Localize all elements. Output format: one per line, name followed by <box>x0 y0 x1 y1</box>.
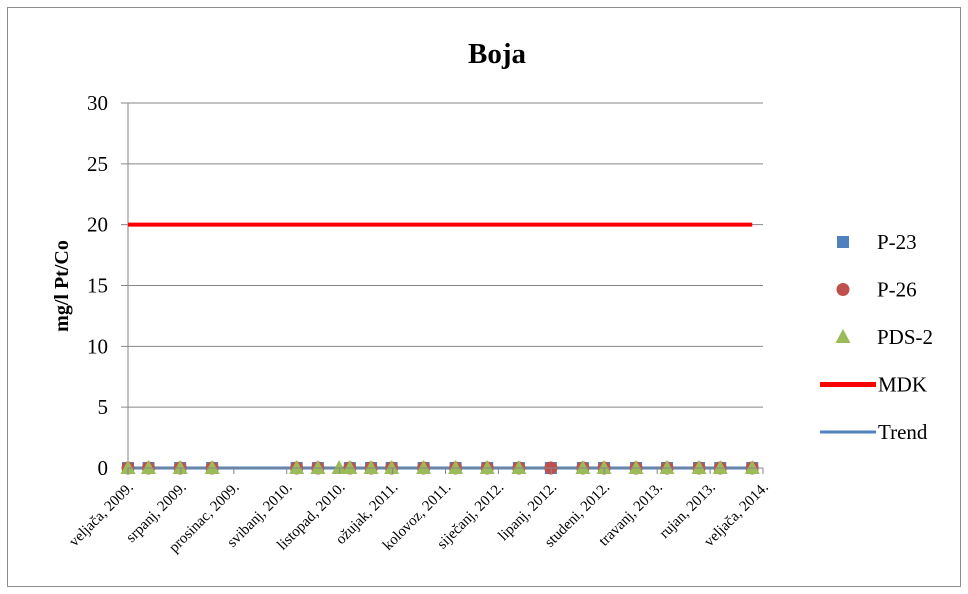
data-point-pds-2 <box>691 460 707 474</box>
grid-lines <box>121 102 763 468</box>
y-tick-label: 15 <box>87 274 108 298</box>
legend-marker-p-23 <box>837 236 849 248</box>
data-point-pds-2 <box>511 460 527 474</box>
data-point-pds-2 <box>342 460 358 474</box>
data-point-pds-2 <box>363 460 379 474</box>
y-tick-label: 5 <box>98 395 109 419</box>
legend: P-23 P-26 PDS-2 MDK Trend <box>820 230 933 444</box>
x-tick-labels: veljača, 2009.srpanj, 2009.prosinac, 200… <box>66 480 772 556</box>
data-point-pds-2 <box>120 460 136 474</box>
data-point-pds-2 <box>744 460 760 474</box>
data-point-pds-2 <box>416 460 432 474</box>
legend-label: P-26 <box>877 278 917 302</box>
legend-label: MDK <box>878 373 927 397</box>
y-tick-label: 0 <box>98 456 109 480</box>
legend-label: PDS-2 <box>877 325 933 349</box>
data-point-pds-2 <box>448 460 464 474</box>
data-point-pds-2 <box>628 460 644 474</box>
data-point-pds-2 <box>479 460 495 474</box>
y-tick-label: 20 <box>87 213 108 237</box>
x-tick-label: veljača, 2009. <box>66 480 137 551</box>
chart-frame <box>7 7 961 587</box>
data-point-pds-2 <box>204 460 220 474</box>
data-point-pds-2 <box>384 460 400 474</box>
data-point-pds-2 <box>575 460 591 474</box>
data-point-pds-2 <box>141 460 157 474</box>
data-point-pds-2 <box>712 460 728 474</box>
data-point-pds-2 <box>331 460 347 474</box>
data-point-pds-2 <box>289 460 305 474</box>
legend-label: P-23 <box>877 230 917 254</box>
legend-label: Trend <box>878 420 928 444</box>
data-point-pds-2 <box>659 460 675 474</box>
data-point-pds-2 <box>596 460 612 474</box>
y-tick-label: 25 <box>87 152 108 176</box>
y-tick-label: 10 <box>87 334 108 358</box>
y-axis-label: mg/l Pt/Co <box>51 240 73 332</box>
data-point-pds-2 <box>172 460 188 474</box>
chart-title: Boja <box>468 38 527 70</box>
x-axis <box>127 467 764 474</box>
y-tick-label: 30 <box>87 91 108 115</box>
data-point-pds-2 <box>310 460 326 474</box>
legend-marker-p-26 <box>836 283 850 296</box>
y-tick-labels: 0 5 10 15 20 25 30 <box>87 91 108 480</box>
legend-marker-pds-2 <box>835 329 851 343</box>
